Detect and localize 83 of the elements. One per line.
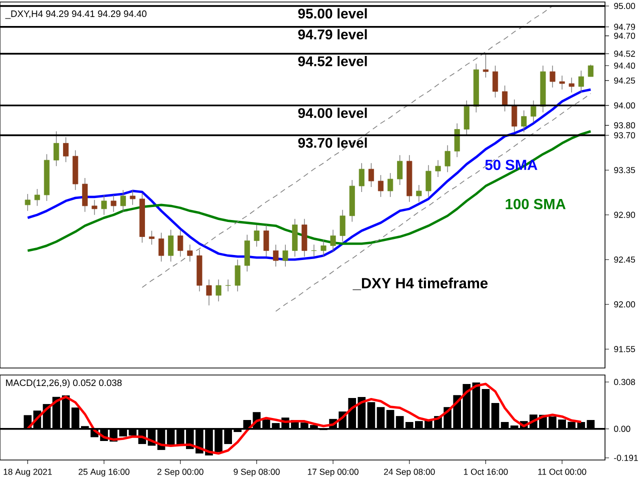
y-tick-label: 92.00 — [614, 301, 636, 308]
ref-line-label: 94.52 level — [298, 56, 367, 66]
y-tick-label: 93.80 — [614, 122, 636, 128]
candlestick — [416, 184, 422, 202]
candlestick — [550, 65, 556, 88]
y-tick-label: 93.35 — [614, 167, 636, 174]
candlestick — [63, 136, 69, 162]
text: _DXY,H4 94.29 94.41 94.29 94.40 — [5, 10, 146, 19]
y-tick-label: 92.45 — [614, 256, 636, 263]
y-tick-label: 92.90 — [614, 212, 636, 218]
y-tick-label: 94.70 — [614, 32, 636, 39]
candlestick — [206, 279, 212, 306]
candlestick — [101, 194, 107, 216]
series-label: 100 SMA — [506, 198, 566, 210]
ref-line-label: 93.70 level — [298, 138, 367, 148]
x-tick-label: 1 Oct 16:00 — [464, 468, 508, 475]
y-tick-label: 95.00 — [614, 2, 636, 10]
candlestick — [263, 224, 270, 257]
chart-title: MACD(12,26,9) 0.052 0.038 — [6, 379, 122, 388]
ref-line-label: 95.00 level — [298, 8, 367, 19]
candlestick — [512, 99, 518, 133]
y-tick-label: 94.79 — [614, 24, 635, 30]
candlestick — [34, 188, 40, 206]
candlestick — [435, 160, 441, 178]
y-tick-label: 93.70 — [614, 132, 636, 138]
candlestick — [358, 162, 364, 192]
y-tick-label: 94.00 — [614, 102, 636, 108]
candlestick — [273, 244, 279, 267]
x-tick-label: 2 Sep 00:00 — [157, 468, 204, 477]
candlestick — [168, 229, 174, 262]
candlestick — [130, 190, 136, 206]
candlestick — [368, 162, 374, 188]
y-tick-label: 0.00 — [614, 426, 630, 432]
x-tick-label: 17 Sep 00:00 — [308, 468, 358, 477]
candlestick — [588, 64, 594, 77]
candlestick — [24, 194, 30, 212]
candlestick — [340, 210, 346, 242]
candlestick — [54, 130, 60, 166]
x-tick-label: 18 Aug 2021 — [4, 468, 52, 477]
candlestick — [187, 244, 193, 262]
candlestick — [464, 100, 470, 136]
y-tick-label: -0.191 — [614, 454, 638, 461]
x-tick-label: 11 Oct 00:00 — [538, 468, 586, 475]
annotation: _DXY H4 timeframe — [352, 278, 488, 290]
candlestick — [502, 85, 508, 112]
candlestick — [158, 232, 164, 262]
candlestick — [530, 100, 536, 123]
candlestick — [388, 172, 394, 198]
candlestick — [320, 239, 326, 257]
ref-line-label: 94.79 level — [298, 29, 367, 40]
candlestick — [426, 164, 432, 198]
y-tick-label: 94.25 — [614, 78, 636, 84]
candlestick — [120, 190, 126, 212]
candlestick — [234, 259, 240, 292]
candlestick — [378, 174, 384, 198]
candlestick — [92, 200, 98, 216]
candlestick — [559, 75, 565, 90]
y-tick-label: 91.55 — [614, 346, 636, 352]
y-tick-label: 94.52 — [614, 50, 635, 57]
candlestick — [492, 65, 498, 98]
ref-line-label: 94.00 level — [298, 108, 367, 118]
candlestick — [330, 229, 336, 252]
y-tick-label: 0.308 — [614, 378, 636, 386]
y-tick-label: 94.40 — [614, 62, 636, 69]
candlestick — [444, 144, 450, 172]
candlestick — [568, 77, 574, 93]
candlestick — [254, 224, 260, 247]
candlestick — [148, 230, 155, 246]
candlestick — [397, 154, 403, 186]
candlestick — [521, 110, 527, 133]
candlestick — [82, 178, 88, 212]
candlestick — [311, 244, 317, 257]
candlestick — [482, 53, 488, 78]
x-tick-label: 24 Sep 08:00 — [384, 468, 435, 477]
candlestick — [225, 279, 231, 292]
candlestick — [178, 229, 184, 257]
candlestick — [216, 279, 222, 302]
candlestick — [282, 244, 288, 267]
candlestick — [110, 194, 116, 212]
candlestick — [578, 70, 584, 93]
candlestick — [454, 123, 460, 158]
x-tick-label: 9 Sep 08:00 — [234, 468, 280, 477]
x-tick-label: 25 Aug 16:00 — [78, 468, 130, 477]
